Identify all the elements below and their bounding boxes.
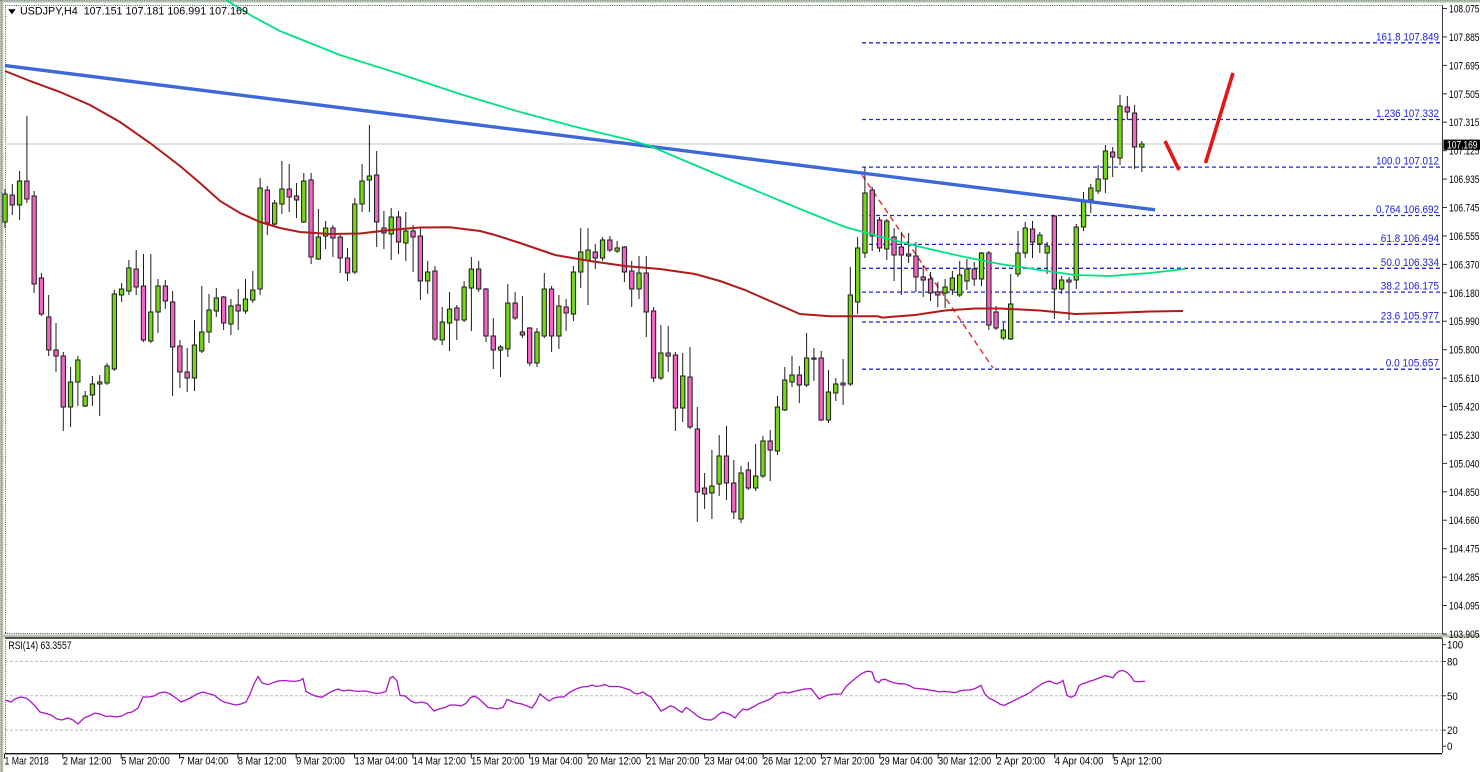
svg-text:1.236 107.332: 1.236 107.332: [1376, 108, 1439, 120]
svg-text:1 Mar 2018: 1 Mar 2018: [5, 756, 49, 768]
svg-text:106.370: 106.370: [1449, 259, 1480, 271]
svg-text:103.905: 103.905: [1449, 629, 1480, 641]
svg-text:105.420: 105.420: [1449, 402, 1480, 414]
svg-text:104.285: 104.285: [1449, 572, 1480, 584]
svg-text:19 Mar 04:00: 19 Mar 04:00: [530, 756, 583, 768]
svg-text:100: 100: [1447, 640, 1463, 652]
svg-text:38.2 106.175: 38.2 106.175: [1381, 281, 1439, 293]
svg-text:15 Mar 20:00: 15 Mar 20:00: [471, 756, 524, 768]
svg-text:29 Mar 04:00: 29 Mar 04:00: [880, 756, 933, 768]
svg-text:0: 0: [1447, 741, 1452, 753]
svg-text:13 Mar 04:00: 13 Mar 04:00: [355, 756, 408, 768]
svg-text:23.6 105.977: 23.6 105.977: [1381, 311, 1439, 323]
svg-text:107.505: 107.505: [1449, 89, 1480, 101]
svg-text:4 Apr 04:00: 4 Apr 04:00: [1055, 756, 1104, 768]
svg-text:50.0 106.334: 50.0 106.334: [1381, 257, 1439, 269]
svg-text:104.660: 104.660: [1449, 515, 1480, 527]
svg-text:107.169: 107.169: [1447, 139, 1478, 151]
svg-text:108.075: 108.075: [1449, 4, 1480, 16]
svg-text:20: 20: [1447, 725, 1458, 737]
svg-text:80: 80: [1447, 656, 1458, 668]
svg-text:14 Mar 12:00: 14 Mar 12:00: [413, 756, 466, 768]
svg-text:20 Mar 12:00: 20 Mar 12:00: [588, 756, 641, 768]
svg-text:104.095: 104.095: [1449, 601, 1480, 613]
svg-text:100.0 107.012: 100.0 107.012: [1376, 156, 1439, 168]
svg-text:105.040: 105.040: [1449, 458, 1480, 470]
svg-text:106.935: 106.935: [1449, 174, 1480, 186]
svg-text:27 Mar 20:00: 27 Mar 20:00: [821, 756, 874, 768]
svg-text:21 Mar 20:00: 21 Mar 20:00: [646, 756, 699, 768]
svg-text:61.8 106.494: 61.8 106.494: [1381, 233, 1439, 245]
svg-text:107.695: 107.695: [1449, 60, 1480, 72]
svg-text:50: 50: [1447, 691, 1458, 703]
svg-text:26 Mar 12:00: 26 Mar 12:00: [763, 756, 816, 768]
svg-text:5 Mar 20:00: 5 Mar 20:00: [121, 756, 170, 768]
svg-text:106.555: 106.555: [1449, 231, 1480, 243]
svg-text:105.610: 105.610: [1449, 373, 1480, 385]
svg-text:105.230: 105.230: [1449, 430, 1480, 442]
svg-text:RSI(14) 63.3557: RSI(14) 63.3557: [9, 640, 72, 652]
svg-text:9 Mar 20:00: 9 Mar 20:00: [296, 756, 345, 768]
svg-text:23 Mar 04:00: 23 Mar 04:00: [705, 756, 758, 768]
svg-text:107.315: 107.315: [1449, 117, 1480, 129]
svg-text:104.475: 104.475: [1449, 544, 1480, 556]
svg-text:104.850: 104.850: [1449, 487, 1480, 499]
svg-text:8 Mar 12:00: 8 Mar 12:00: [238, 756, 287, 768]
svg-text:2 Apr 20:00: 2 Apr 20:00: [997, 756, 1046, 768]
svg-text:30 Mar 12:00: 30 Mar 12:00: [938, 756, 991, 768]
svg-text:106.180: 106.180: [1449, 288, 1480, 300]
svg-text:USDJPY,H4 107.151 107.181 106: USDJPY,H4 107.151 107.181 106.991 107.16…: [20, 6, 248, 18]
svg-text:5 Apr 12:00: 5 Apr 12:00: [1113, 756, 1162, 768]
svg-text:106.745: 106.745: [1449, 203, 1480, 215]
svg-text:105.990: 105.990: [1449, 316, 1480, 328]
svg-text:161.8 107.849: 161.8 107.849: [1376, 31, 1439, 43]
svg-text:7 Mar 04:00: 7 Mar 04:00: [180, 756, 229, 768]
svg-text:0.0 105.657: 0.0 105.657: [1386, 358, 1439, 370]
svg-text:105.800: 105.800: [1449, 345, 1480, 357]
svg-text:107.885: 107.885: [1449, 32, 1480, 44]
svg-text:0.764 106.692: 0.764 106.692: [1376, 204, 1439, 216]
svg-text:2 Mar 12:00: 2 Mar 12:00: [63, 756, 112, 768]
